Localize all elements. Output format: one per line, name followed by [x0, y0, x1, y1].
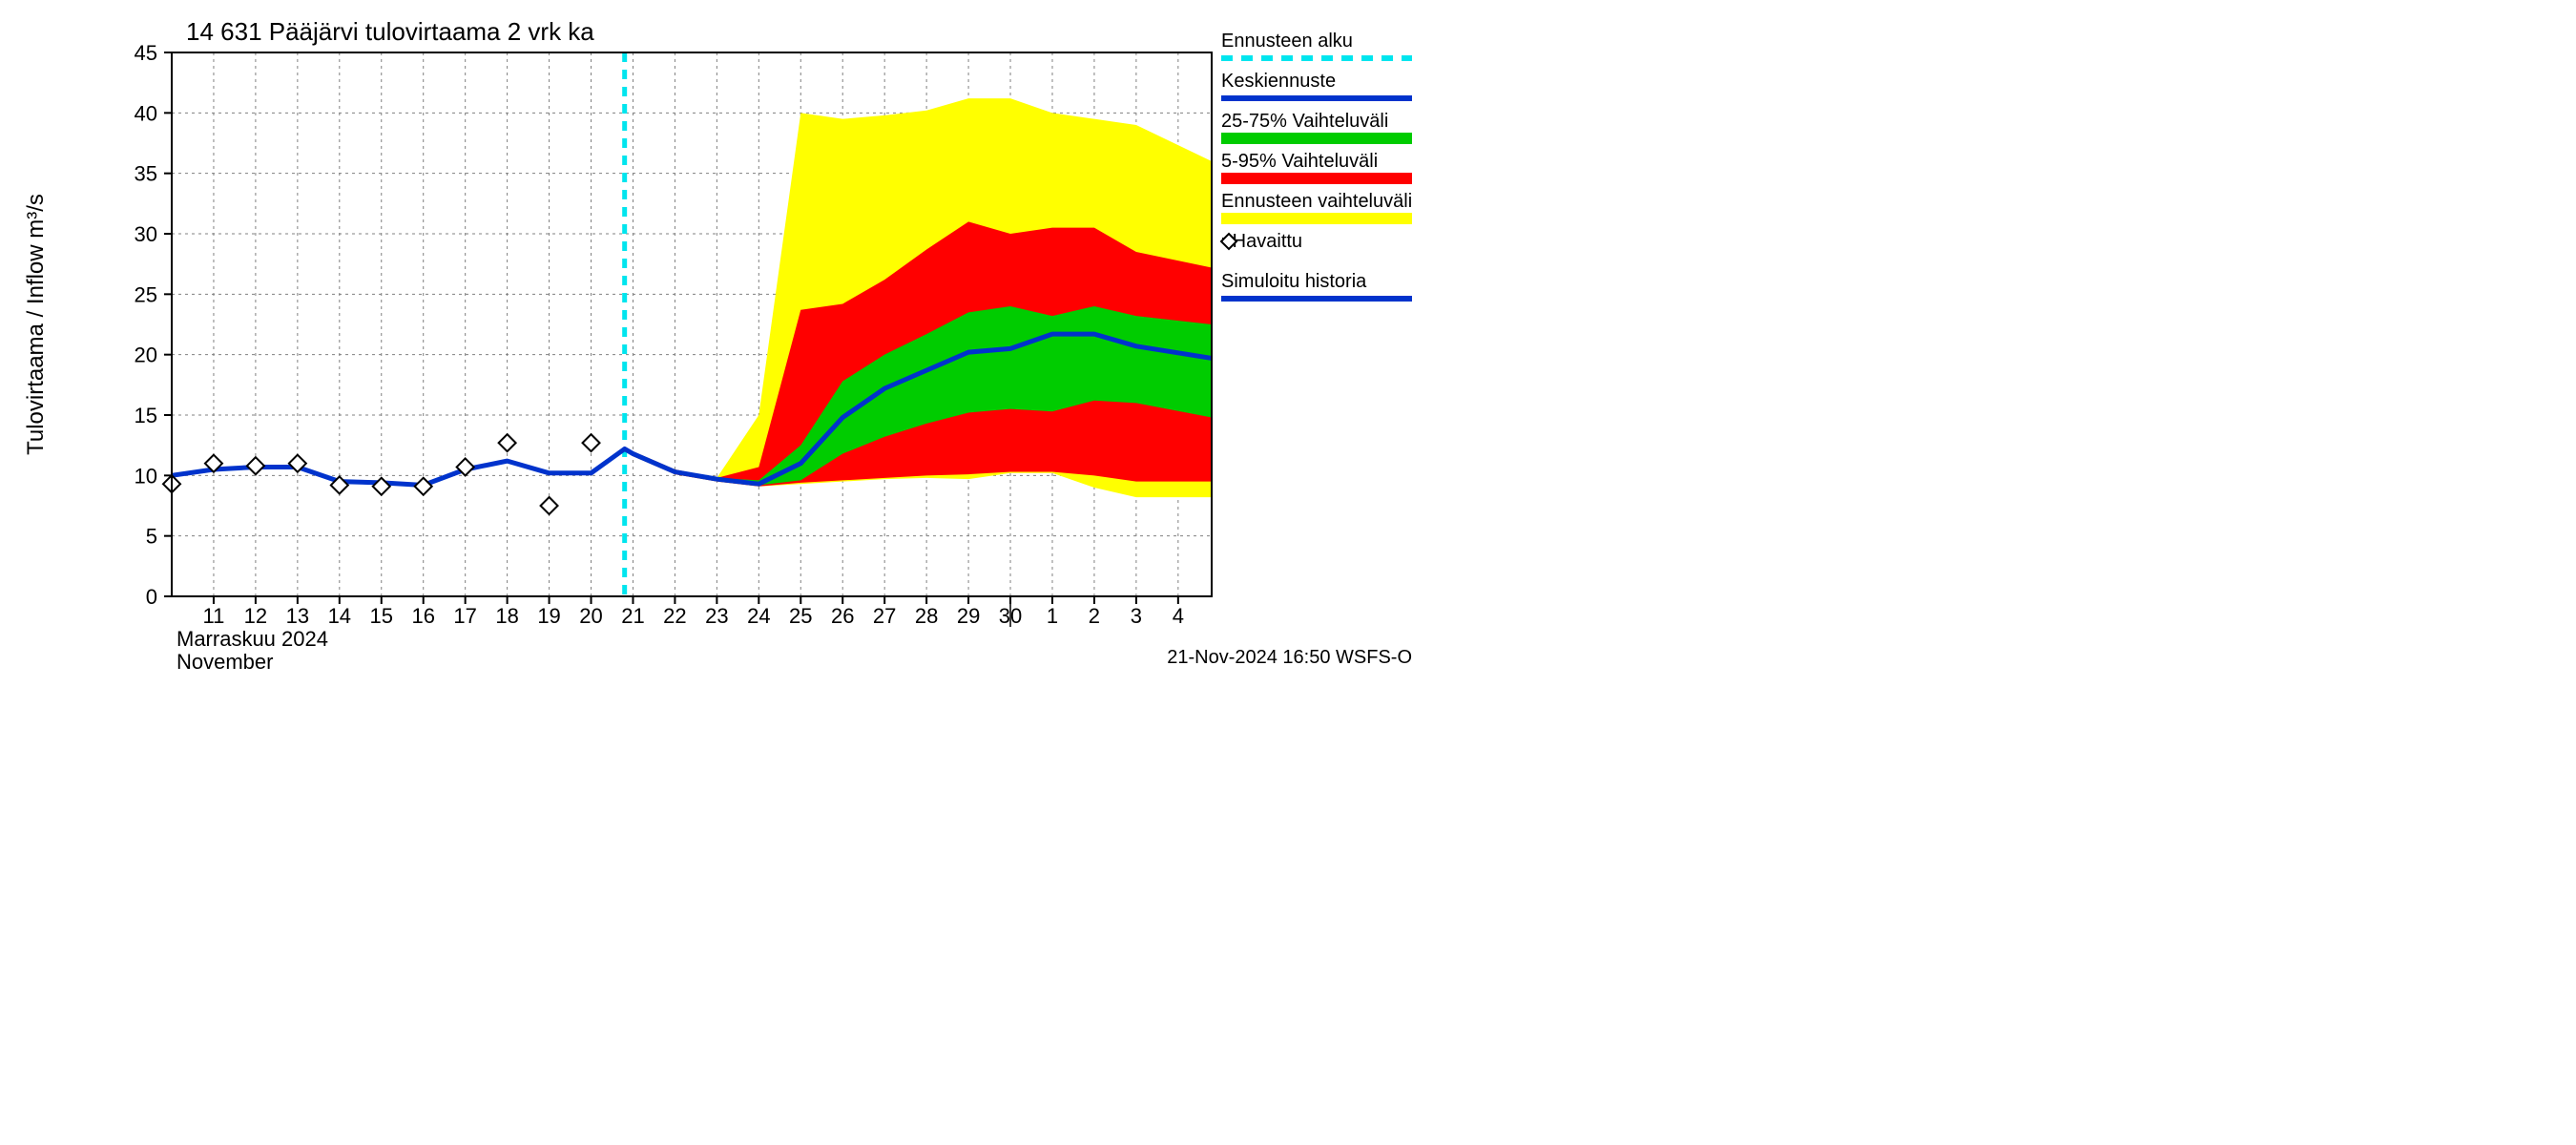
x-tick-label: 2: [1089, 604, 1100, 628]
legend-label: Ennusteen alku: [1221, 31, 1353, 52]
y-tick-label: 45: [135, 41, 157, 65]
x-tick-label: 11: [203, 604, 225, 628]
x-tick-label: 23: [705, 604, 728, 628]
y-tick-label: 0: [146, 585, 157, 609]
legend-label: Simuloitu historia: [1221, 271, 1367, 292]
x-tick-label: 17: [453, 604, 476, 628]
y-axis-label: Tulovirtaama / Inflow m³/s: [23, 194, 49, 455]
x-tick-label: 16: [411, 604, 434, 628]
observed-marker: [541, 497, 558, 514]
x-tick-label: 27: [873, 604, 896, 628]
x-tick-label: 20: [579, 604, 602, 628]
x-tick-label: 4: [1173, 604, 1184, 628]
legend-label: Keskiennuste: [1221, 71, 1336, 92]
legend-label: 5-95% Vaihteluväli: [1221, 151, 1378, 172]
legend-swatch-bar: [1221, 213, 1412, 224]
x-tick-label: 12: [244, 604, 267, 628]
y-tick-label: 15: [135, 404, 157, 427]
x-tick-label: 15: [370, 604, 393, 628]
month-label-1: Marraskuu 2024: [177, 627, 328, 651]
legend-swatch-bar: [1221, 173, 1412, 184]
legend-swatch-bar: [1221, 133, 1412, 144]
y-tick-label: 10: [135, 464, 157, 488]
x-tick-label: 18: [495, 604, 518, 628]
x-tick-label: 3: [1131, 604, 1142, 628]
x-tick-label: 14: [328, 604, 351, 628]
y-tick-label: 40: [135, 101, 157, 125]
legend-label: 25-75% Vaihteluväli: [1221, 111, 1388, 132]
forecast-bands: [625, 98, 1212, 497]
y-tick-label: 25: [135, 282, 157, 306]
footer-timestamp: 21-Nov-2024 16:50 WSFS-O: [1167, 647, 1412, 668]
legend-label: Ennusteen vaihteluväli: [1221, 191, 1412, 212]
y-tick-label: 20: [135, 344, 157, 367]
x-tick-label: 19: [537, 604, 560, 628]
x-tick-label: 21: [621, 604, 644, 628]
x-tick-label: 13: [286, 604, 309, 628]
x-tick-label: 1: [1047, 604, 1058, 628]
x-tick-label: 26: [831, 604, 854, 628]
month-label-2: November: [177, 650, 273, 674]
chart-container: 0510152025303540451112131415161718192021…: [0, 0, 1431, 668]
x-tick-label: 28: [915, 604, 938, 628]
y-tick-label: 35: [135, 162, 157, 186]
y-tick-label: 30: [135, 222, 157, 246]
observed-marker: [247, 457, 264, 474]
observed-marker: [583, 434, 600, 451]
legend: Ennusteen alku Keskiennuste 25-75% Vaihtel…: [1221, 31, 1412, 299]
x-tick-label: 25: [789, 604, 812, 628]
chart-svg: 0510152025303540451112131415161718192021…: [0, 0, 1431, 697]
x-tick-label: 24: [747, 604, 770, 628]
y-tick-label: 5: [146, 525, 157, 549]
x-tick-label: 29: [957, 604, 980, 628]
observed-marker: [499, 434, 516, 451]
chart-title: 14 631 Pääjärvi tulovirtaama 2 vrk ka: [186, 17, 594, 46]
observed-marker: [415, 478, 432, 495]
x-tick-label: 22: [663, 604, 686, 628]
